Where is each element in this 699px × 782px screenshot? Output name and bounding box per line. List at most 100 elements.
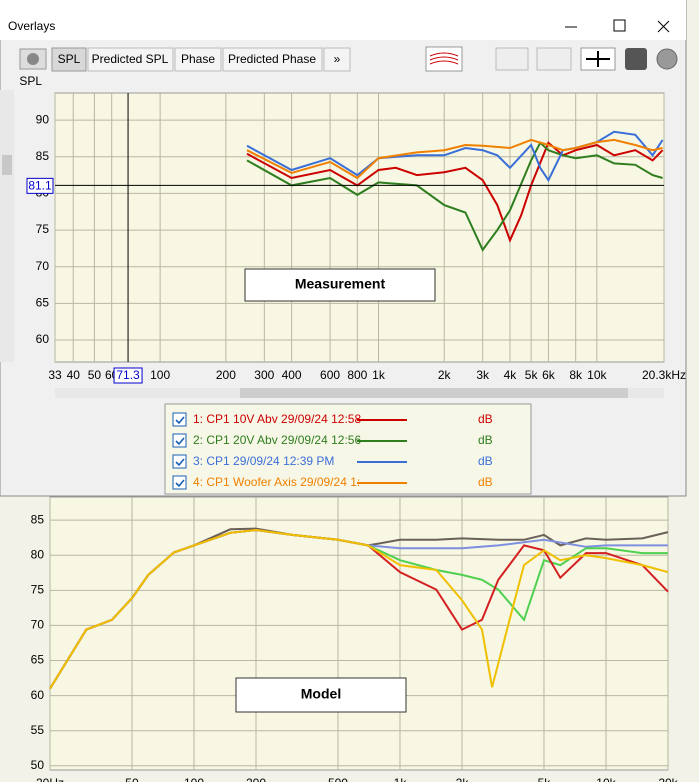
x-tick-label: 200: [246, 776, 266, 782]
y-tick-label: 65: [31, 653, 45, 667]
legend-unit: dB: [478, 475, 493, 489]
legend-label: 2: CP1 20V Abv 29/09/24 12:56: [193, 433, 361, 447]
scroll-thumb[interactable]: [2, 155, 12, 175]
toolbar-button[interactable]: [625, 48, 647, 70]
legend-unit: dB: [478, 433, 493, 447]
legend-label: 3: CP1 29/09/24 12:39 PM: [193, 454, 334, 468]
legend-unit: dB: [478, 454, 493, 468]
y-tick-label: 60: [31, 688, 45, 702]
y-tick-label: 85: [36, 149, 50, 163]
cursor-label: 71.3: [116, 368, 140, 382]
plot-area: [49, 496, 669, 771]
x-tick-label: 500: [328, 776, 348, 782]
tab[interactable]: [174, 47, 222, 72]
tab[interactable]: [51, 47, 87, 72]
legend-unit: dB: [478, 412, 493, 426]
y-tick-label: 90: [36, 112, 50, 126]
x-tick-label: 800: [347, 368, 367, 382]
legend-label: 1: CP1 10V Abv 29/09/24 12:58: [193, 412, 361, 426]
x-tick-label: 100: [150, 368, 170, 382]
model-chart: 50 55 60 65 70 75 80 85 20Hz 50 100 200 500 1k 2k 5k 10k…: [31, 496, 679, 782]
toolbar-button[interactable]: [495, 47, 529, 71]
x-tick-label: 600: [320, 368, 340, 382]
tab[interactable]: [323, 47, 351, 72]
legend-checkbox[interactable]: [172, 475, 187, 490]
window-title: Overlays: [8, 19, 55, 33]
tab[interactable]: [87, 47, 174, 72]
y-tick-label: 55: [31, 723, 45, 737]
x-tick-label: 2k: [438, 368, 452, 382]
x-tick-label: 3k: [476, 368, 490, 382]
y-tick-label: 70: [36, 259, 50, 273]
measurement-chart: 6065707580859033405060100200300400600800…: [19, 74, 686, 490]
x-tick-label: 20.3kHz: [642, 368, 686, 382]
x-tick-label: 4k: [504, 368, 518, 382]
y-tick-label: 75: [36, 222, 50, 236]
settings-button[interactable]: [656, 48, 678, 70]
series-line: [246, 138, 663, 180]
y-axis-label: SPL: [19, 74, 42, 88]
series-line: [246, 141, 664, 243]
x-tick-label: 200: [216, 368, 236, 382]
close-button[interactable]: [657, 20, 670, 33]
tab[interactable]: [222, 47, 323, 72]
tab-label[interactable]: Predicted SPL: [92, 52, 169, 66]
legend-check: [175, 437, 185, 446]
y-tick-label: 60: [36, 332, 50, 346]
legend-checkbox[interactable]: [172, 433, 187, 448]
legend: [164, 403, 532, 495]
legend-check: [175, 479, 185, 488]
series-line: [246, 130, 664, 183]
toolbar-button[interactable]: [536, 47, 572, 71]
y-tick-label: 70: [31, 618, 45, 632]
x-tick-label: 20Hz: [36, 776, 64, 782]
annotation: Measurement: [295, 276, 386, 292]
y-tick-label: 80: [31, 547, 45, 561]
x-tick-label: 1k: [372, 368, 386, 382]
y-tick-label: 75: [31, 583, 45, 597]
tab-label[interactable]: SPL: [58, 52, 81, 66]
annotation-box: [244, 268, 436, 302]
x-tick-label: 10k: [596, 776, 616, 782]
x-tick-label: 10k: [587, 368, 607, 382]
legend-checkbox[interactable]: [172, 454, 187, 469]
x-tick-label: 50: [125, 776, 139, 782]
legend-checkbox[interactable]: [172, 412, 187, 427]
x-tick-label: 33: [48, 368, 62, 382]
tab-label[interactable]: Phase: [181, 52, 215, 66]
cursor-label: 81.1: [28, 179, 52, 193]
y-tick-label: 65: [36, 296, 50, 310]
x-tick-label: 5k: [525, 368, 539, 382]
move-icon: [586, 51, 610, 67]
tab-label[interactable]: Predicted Phase: [228, 52, 316, 66]
y-tick-label: 85: [31, 512, 45, 526]
x-tick-label: 6k: [542, 368, 556, 382]
cursor-label-box: [26, 177, 54, 194]
series-line: [49, 528, 669, 690]
title-bar: [0, 0, 686, 40]
camera-icon: [27, 53, 39, 65]
series-line: [246, 141, 663, 252]
cursor-label-box: [113, 367, 143, 384]
x-tick-label: 50: [88, 368, 102, 382]
scroll-thumb[interactable]: [240, 388, 628, 398]
plot-area: [54, 92, 665, 363]
maximize-button[interactable]: [613, 19, 626, 32]
legend-check: [175, 416, 185, 425]
annotation-box: [235, 677, 407, 713]
x-tick-label: 100: [184, 776, 204, 782]
legend-label: 4: CP1 Woofer Axis 29/09/24 1:: [193, 475, 360, 489]
x-tick-label: 20k: [658, 776, 678, 782]
tab-label[interactable]: »: [334, 52, 341, 66]
overlay-icon: [429, 52, 459, 65]
scrollbar[interactable]: [0, 90, 14, 362]
y-tick-label: 50: [31, 758, 45, 772]
x-tick-label: 8k: [569, 368, 583, 382]
x-tick-label: 2k: [456, 776, 470, 782]
annotation: Model: [301, 686, 341, 702]
x-tick-label: 400: [282, 368, 302, 382]
x-tick-label: 1k: [394, 776, 408, 782]
x-tick-label: 300: [254, 368, 274, 382]
